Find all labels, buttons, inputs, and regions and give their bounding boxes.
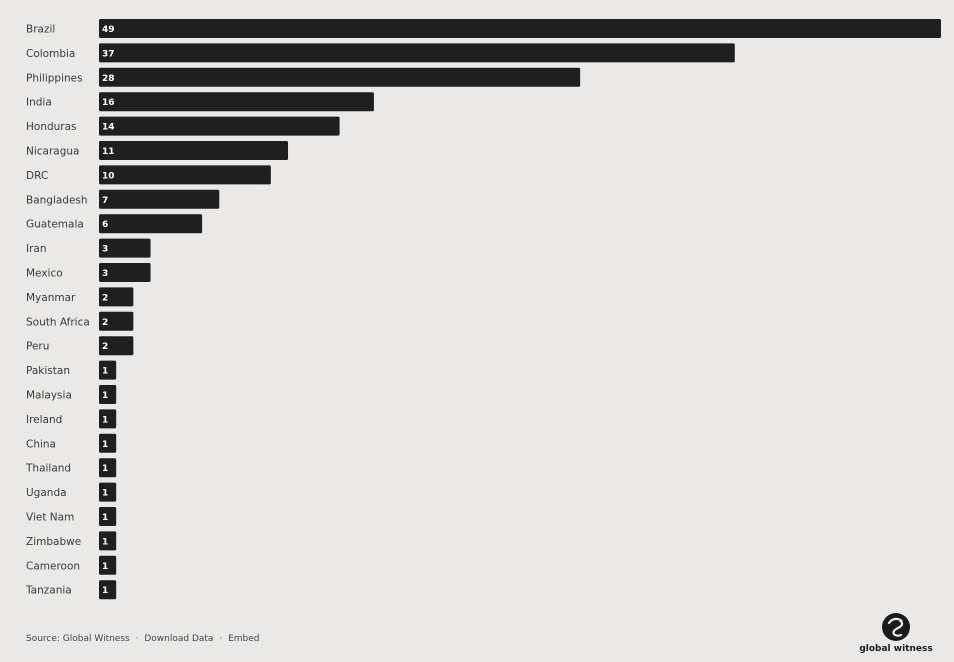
bar[interactable] [99,336,134,356]
value-label: 1 [102,513,108,523]
category-label: Tanzania [25,585,72,597]
category-label: Honduras [26,121,77,133]
footer-separator: · [135,634,139,644]
bar[interactable] [99,311,134,331]
logo-text: global witness [859,644,933,654]
value-label: 1 [102,415,108,425]
bar[interactable] [99,385,117,404]
global-witness-logo-icon [882,613,910,641]
value-label: 1 [102,391,108,401]
value-label: 10 [102,171,115,181]
bar[interactable] [99,555,117,575]
value-label: 1 [102,537,108,547]
category-label: Pakistan [26,365,70,377]
value-label: 2 [102,342,108,352]
bar[interactable] [99,287,134,307]
embed-link[interactable]: Embed [228,634,260,644]
category-label: Iran [26,243,47,255]
bar[interactable] [99,238,151,258]
value-label: 1 [102,586,108,596]
category-label: Bangladesh [26,194,88,206]
bar[interactable] [99,43,735,63]
bar[interactable] [99,458,117,478]
category-label: Myanmar [26,292,76,304]
category-label: Malaysia [26,390,72,402]
value-label: 1 [102,440,108,450]
value-label: 2 [102,293,108,303]
value-label: 14 [102,123,115,133]
bar[interactable] [99,67,581,87]
value-label: 2 [102,318,108,328]
category-label: Ireland [26,414,62,426]
category-label: South Africa [26,316,90,328]
bar[interactable] [99,189,220,209]
bar[interactable] [99,409,117,429]
value-label: 6 [102,220,108,230]
category-label: Zimbabwe [26,536,81,548]
bar[interactable] [99,360,117,380]
value-label: 1 [102,464,108,474]
global-witness-logo: global witness [856,612,936,662]
category-label: Viet Nam [26,512,74,524]
bar[interactable] [99,482,117,502]
value-label: 28 [102,74,115,84]
bar[interactable] [99,92,374,112]
category-label: Peru [26,341,49,353]
category-label: Guatemala [26,219,84,231]
category-label: Colombia [26,48,75,60]
value-label: 1 [102,489,108,499]
value-label: 3 [102,245,108,255]
bar[interactable] [99,141,289,160]
value-label: 16 [102,98,115,108]
value-label: 11 [102,147,115,157]
category-label: Uganda [26,487,67,499]
value-label: 49 [102,25,115,35]
chart-footer: Source: Global Witness · Download Data ·… [26,634,260,644]
bar[interactable] [99,433,117,453]
bar[interactable] [99,531,117,551]
category-label: China [26,438,56,450]
category-label: Nicaragua [26,146,79,158]
category-label: India [26,97,52,109]
bar[interactable] [99,165,271,185]
category-label: Philippines [26,72,83,84]
bar[interactable] [99,580,117,600]
value-label: 3 [102,269,108,279]
category-label: Mexico [26,268,63,280]
category-label: Thailand [25,463,71,475]
bar[interactable] [99,507,117,526]
footer-separator: · [219,634,223,644]
bar[interactable] [99,116,340,136]
bar[interactable] [99,214,203,234]
value-label: 1 [102,562,108,572]
bar[interactable] [99,19,941,38]
source-text: Source: Global Witness [26,634,130,644]
value-label: 7 [102,196,108,206]
download-data-link[interactable]: Download Data [144,634,214,644]
category-label: Brazil [26,24,55,36]
bar[interactable] [99,263,151,282]
value-label: 1 [102,367,108,377]
category-label: DRC [26,170,48,182]
value-label: 37 [102,49,115,59]
category-label: Cameroon [26,560,80,572]
